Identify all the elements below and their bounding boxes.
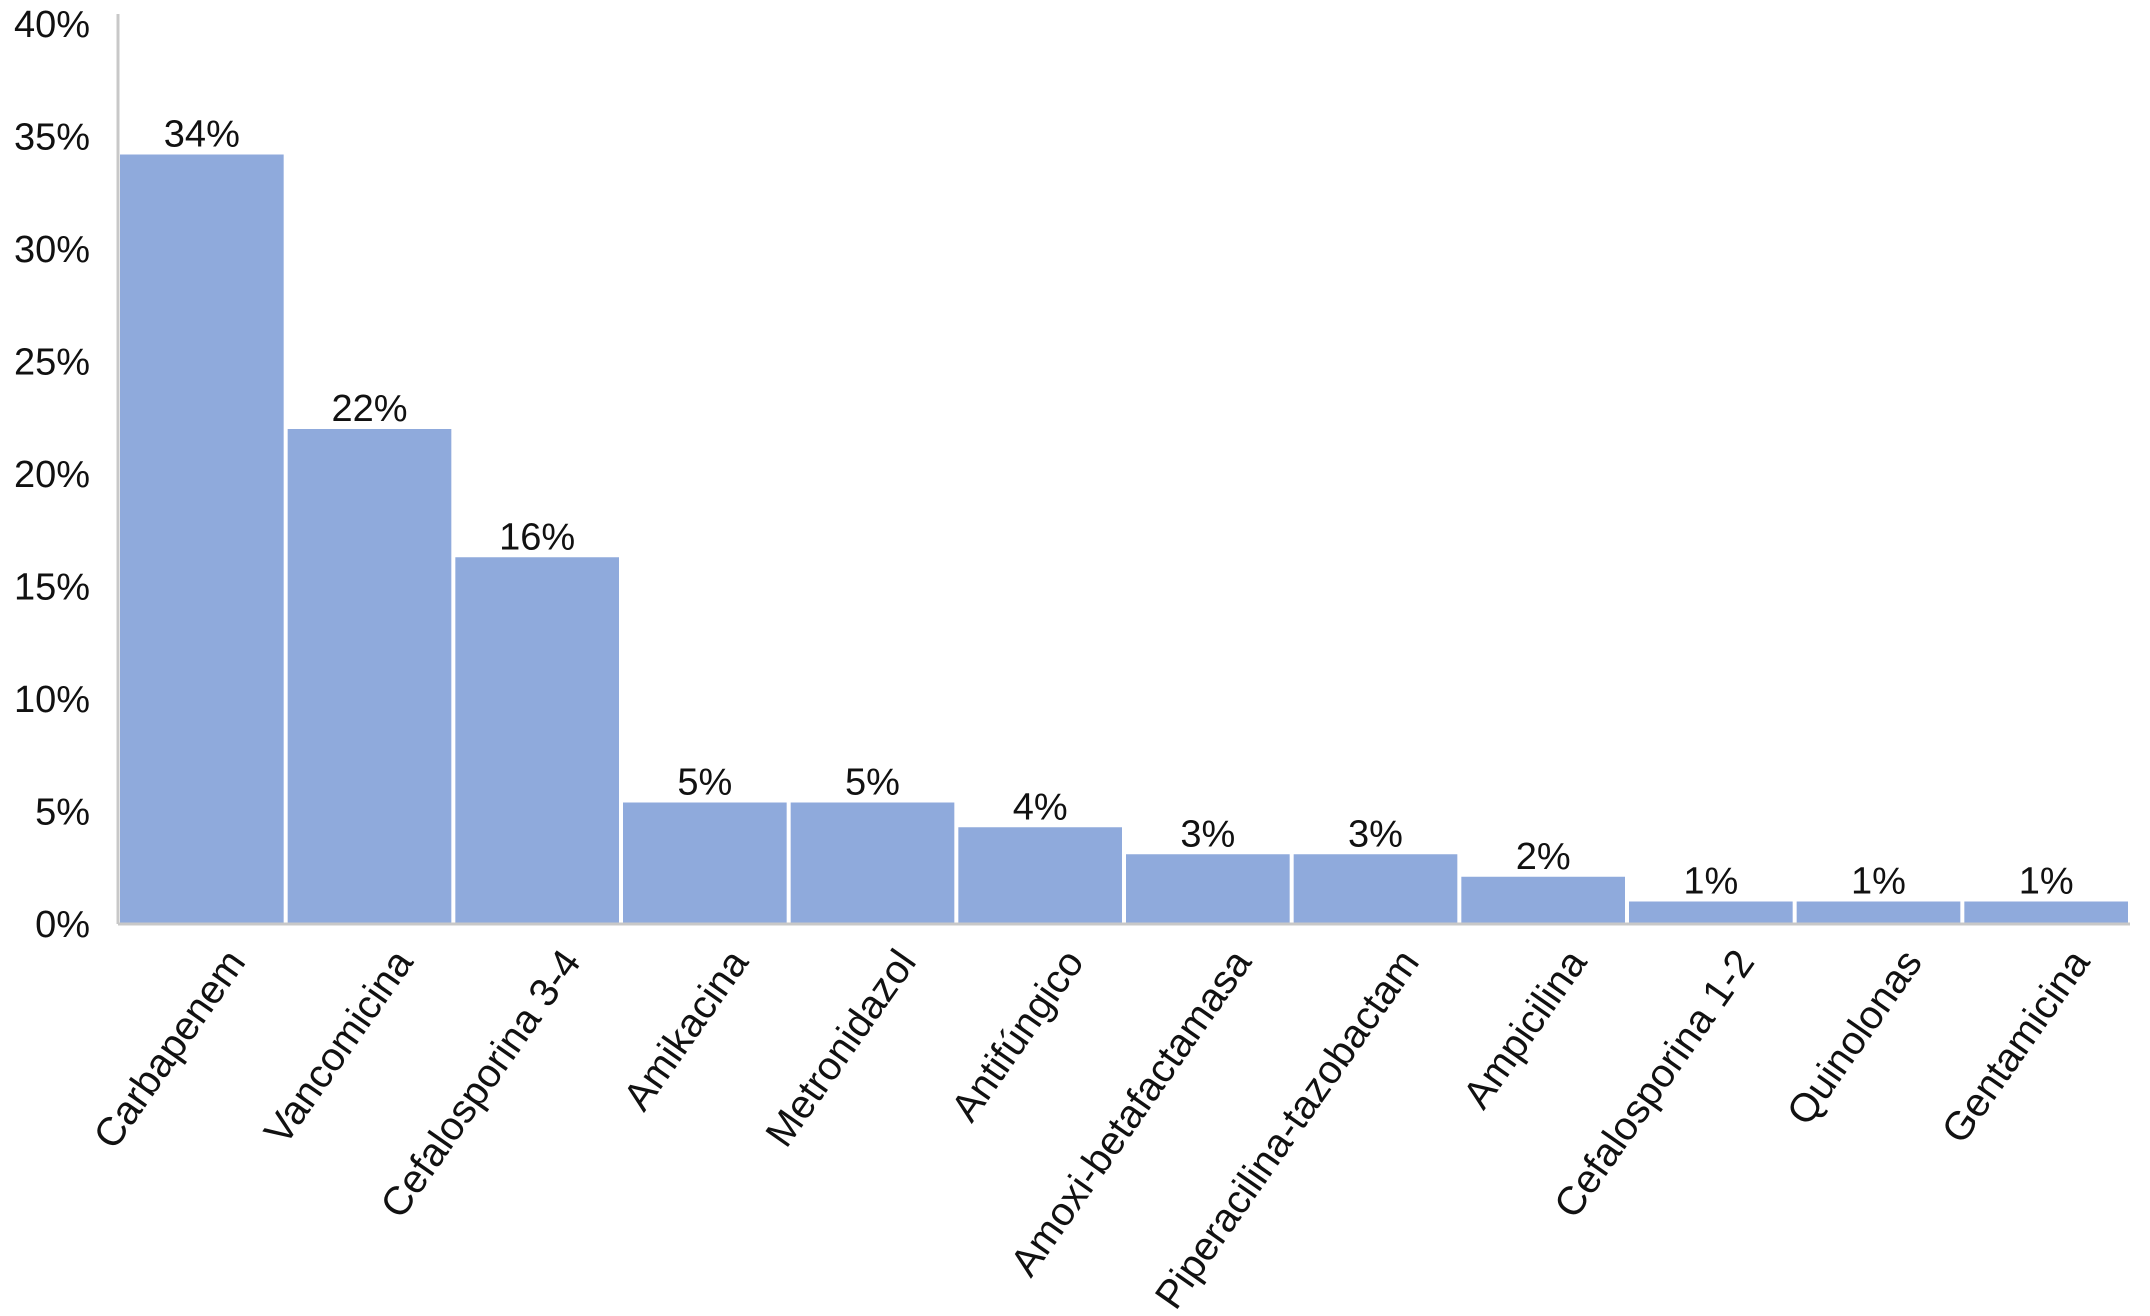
bar	[1126, 854, 1290, 924]
data-label: 1%	[2019, 861, 2074, 903]
bar	[1293, 854, 1458, 924]
bar	[120, 154, 284, 924]
bar	[623, 802, 787, 924]
y-tick-label: 10%	[14, 679, 90, 721]
x-category-label: Amikacina	[615, 941, 757, 1118]
y-tick-label: 30%	[14, 229, 90, 271]
y-tick-label: 15%	[14, 567, 90, 609]
x-category-label: Quinolonas	[1779, 942, 1931, 1133]
data-label: 34%	[164, 114, 240, 156]
data-label: 22%	[331, 388, 407, 430]
data-label: 1%	[1851, 861, 1906, 903]
y-tick-label: 25%	[14, 342, 90, 384]
data-label: 5%	[677, 762, 732, 804]
bar	[287, 429, 452, 924]
bar	[1796, 901, 1961, 924]
x-category-label: Antifúngico	[943, 942, 1093, 1129]
y-tick-label: 20%	[14, 454, 90, 496]
bar	[1964, 901, 2128, 924]
y-axis-ticks: 0% 5% 10% 15% 20% 25% 30% 35% 40%	[14, 4, 90, 946]
bar	[790, 802, 955, 924]
data-label: 4%	[1013, 786, 1068, 828]
bar	[1629, 901, 1793, 924]
data-label: 3%	[1348, 813, 1403, 855]
bar	[958, 827, 1122, 924]
x-category-label: Metronidazol	[757, 942, 924, 1155]
data-label: 2%	[1516, 836, 1571, 878]
bar	[1461, 876, 1625, 924]
data-labels: 34% 22% 16% 5% 5% 4% 3% 3% 2% 1% 1% 1%	[164, 114, 2074, 903]
bars	[120, 154, 2128, 924]
x-category-label: Gentamicina	[1934, 941, 2099, 1151]
y-tick-label: 0%	[35, 904, 90, 946]
y-tick-label: 35%	[14, 117, 90, 159]
bar	[455, 557, 619, 924]
x-category-label: Ampicilina	[1455, 941, 1596, 1116]
x-category-label: Carbapenem	[85, 942, 254, 1157]
y-tick-label: 40%	[14, 4, 90, 46]
data-label: 3%	[1180, 813, 1235, 855]
y-tick-label: 5%	[35, 792, 90, 834]
data-label: 5%	[845, 762, 900, 804]
data-label: 1%	[1683, 861, 1738, 903]
x-category-label: Vancomicina	[256, 941, 422, 1152]
data-label: 16%	[499, 516, 575, 558]
